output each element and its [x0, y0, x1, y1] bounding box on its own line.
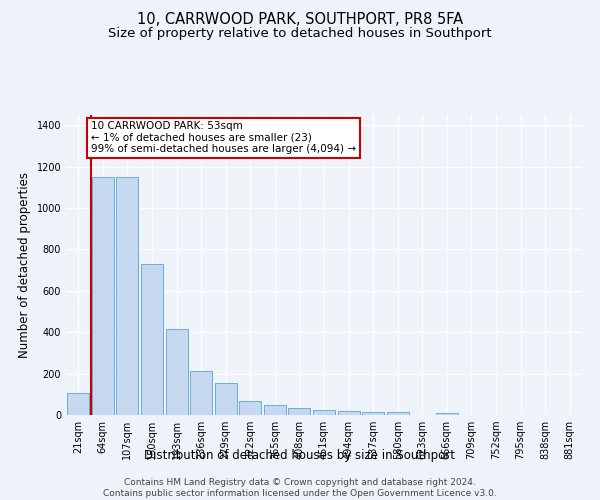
Bar [92, 177, 114, 415]
Y-axis label: Number of detached properties: Number of detached properties [18, 172, 31, 358]
Text: 10 CARRWOOD PARK: 53sqm
← 1% of detached houses are smaller (23)
99% of semi-det: 10 CARRWOOD PARK: 53sqm ← 1% of detached… [91, 121, 356, 154]
Bar [215, 383, 237, 415]
Text: 10, CARRWOOD PARK, SOUTHPORT, PR8 5FA: 10, CARRWOOD PARK, SOUTHPORT, PR8 5FA [137, 12, 463, 28]
Bar [289, 408, 310, 415]
Bar [116, 177, 139, 415]
Bar [338, 412, 359, 415]
Bar [67, 394, 89, 415]
Text: Distribution of detached houses by size in Southport: Distribution of detached houses by size … [145, 448, 455, 462]
Bar [386, 412, 409, 415]
Bar [190, 370, 212, 415]
Bar [436, 412, 458, 415]
Bar [264, 405, 286, 415]
Text: Size of property relative to detached houses in Southport: Size of property relative to detached ho… [108, 28, 492, 40]
Bar [141, 264, 163, 415]
Bar [362, 412, 384, 415]
Bar [239, 400, 262, 415]
Bar [166, 329, 188, 415]
Text: Contains HM Land Registry data © Crown copyright and database right 2024.
Contai: Contains HM Land Registry data © Crown c… [103, 478, 497, 498]
Bar [313, 410, 335, 415]
